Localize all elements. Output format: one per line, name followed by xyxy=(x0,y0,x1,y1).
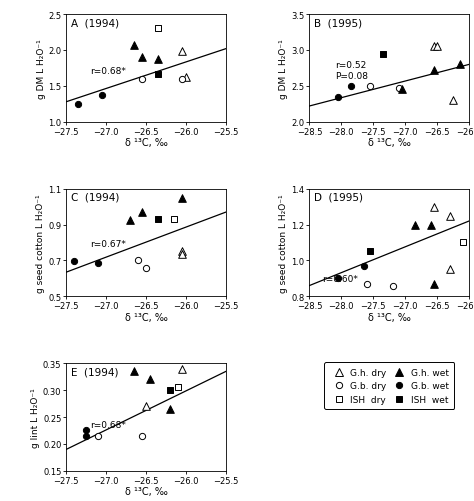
Point xyxy=(155,56,162,64)
Point xyxy=(155,26,162,34)
Text: C  (1994): C (1994) xyxy=(71,192,119,202)
Point xyxy=(179,194,186,202)
Point xyxy=(146,376,154,384)
Point xyxy=(82,432,90,440)
Point xyxy=(182,74,190,82)
Point xyxy=(411,221,419,229)
Text: A  (1994): A (1994) xyxy=(71,18,119,28)
Point xyxy=(135,257,142,265)
Point xyxy=(360,263,367,271)
Point xyxy=(430,280,438,288)
Point xyxy=(143,264,150,272)
Text: E  (1994): E (1994) xyxy=(71,367,118,377)
Point xyxy=(179,250,186,259)
Point xyxy=(138,208,146,216)
Point xyxy=(366,248,374,256)
Point xyxy=(138,432,146,440)
Point xyxy=(395,85,403,93)
Text: D  (1995): D (1995) xyxy=(314,192,363,202)
Point xyxy=(366,83,374,91)
Point xyxy=(166,405,174,413)
Point xyxy=(155,215,162,223)
Point xyxy=(456,61,464,69)
Point xyxy=(179,48,186,56)
Point xyxy=(179,247,186,255)
Point xyxy=(179,76,186,84)
Point xyxy=(94,432,102,440)
Point xyxy=(447,266,454,274)
Point xyxy=(138,54,146,62)
Point xyxy=(347,83,355,91)
X-axis label: δ ¹³C, ‰: δ ¹³C, ‰ xyxy=(125,138,168,148)
Point xyxy=(174,384,182,392)
Y-axis label: g DM L H₂O⁻¹: g DM L H₂O⁻¹ xyxy=(36,39,46,99)
Y-axis label: g DM L H₂O⁻¹: g DM L H₂O⁻¹ xyxy=(280,39,289,99)
Text: r=0.52
P=0.08: r=0.52 P=0.08 xyxy=(335,61,368,81)
X-axis label: δ ¹³C, ‰: δ ¹³C, ‰ xyxy=(125,486,168,496)
Point xyxy=(71,258,78,266)
Point xyxy=(155,71,162,79)
Point xyxy=(127,216,134,224)
Point xyxy=(449,97,457,105)
Point xyxy=(427,221,435,229)
Point xyxy=(143,402,150,410)
Point xyxy=(379,51,387,59)
Y-axis label: g seed cotton L H₂O⁻¹: g seed cotton L H₂O⁻¹ xyxy=(280,194,289,292)
Point xyxy=(82,427,90,435)
Point xyxy=(430,43,438,51)
X-axis label: δ ¹³C, ‰: δ ¹³C, ‰ xyxy=(368,138,411,148)
Point xyxy=(74,101,82,109)
Text: r=0.68*: r=0.68* xyxy=(91,420,126,429)
Point xyxy=(130,367,138,375)
Point xyxy=(389,282,396,290)
Text: B  (1995): B (1995) xyxy=(314,18,362,28)
Point xyxy=(430,67,438,75)
Point xyxy=(398,86,406,94)
Point xyxy=(94,260,102,268)
Y-axis label: g seed cotton L H₂O⁻¹: g seed cotton L H₂O⁻¹ xyxy=(36,194,46,292)
Point xyxy=(363,280,371,288)
Legend: G.h. dry, G.b. dry, ISH  dry, G.h. wet, G.b. wet, ISH  wet: G.h. dry, G.b. dry, ISH dry, G.h. wet, G… xyxy=(324,363,455,409)
Text: r=0.60*: r=0.60* xyxy=(322,275,358,284)
Point xyxy=(130,42,138,50)
Point xyxy=(334,94,342,102)
Point xyxy=(447,212,454,220)
Y-axis label: g lint L H₂O⁻¹: g lint L H₂O⁻¹ xyxy=(31,387,40,447)
Point xyxy=(430,203,438,211)
Text: r=0.68*: r=0.68* xyxy=(91,67,126,76)
Point xyxy=(334,275,342,283)
Point xyxy=(434,43,441,51)
Point xyxy=(179,365,186,373)
X-axis label: δ ¹³C, ‰: δ ¹³C, ‰ xyxy=(368,312,411,322)
Text: r=0.67*: r=0.67* xyxy=(91,239,126,248)
Point xyxy=(459,239,467,247)
Point xyxy=(138,76,146,84)
Point xyxy=(99,91,106,99)
Point xyxy=(171,215,178,223)
X-axis label: δ ¹³C, ‰: δ ¹³C, ‰ xyxy=(125,312,168,322)
Point xyxy=(166,386,174,394)
